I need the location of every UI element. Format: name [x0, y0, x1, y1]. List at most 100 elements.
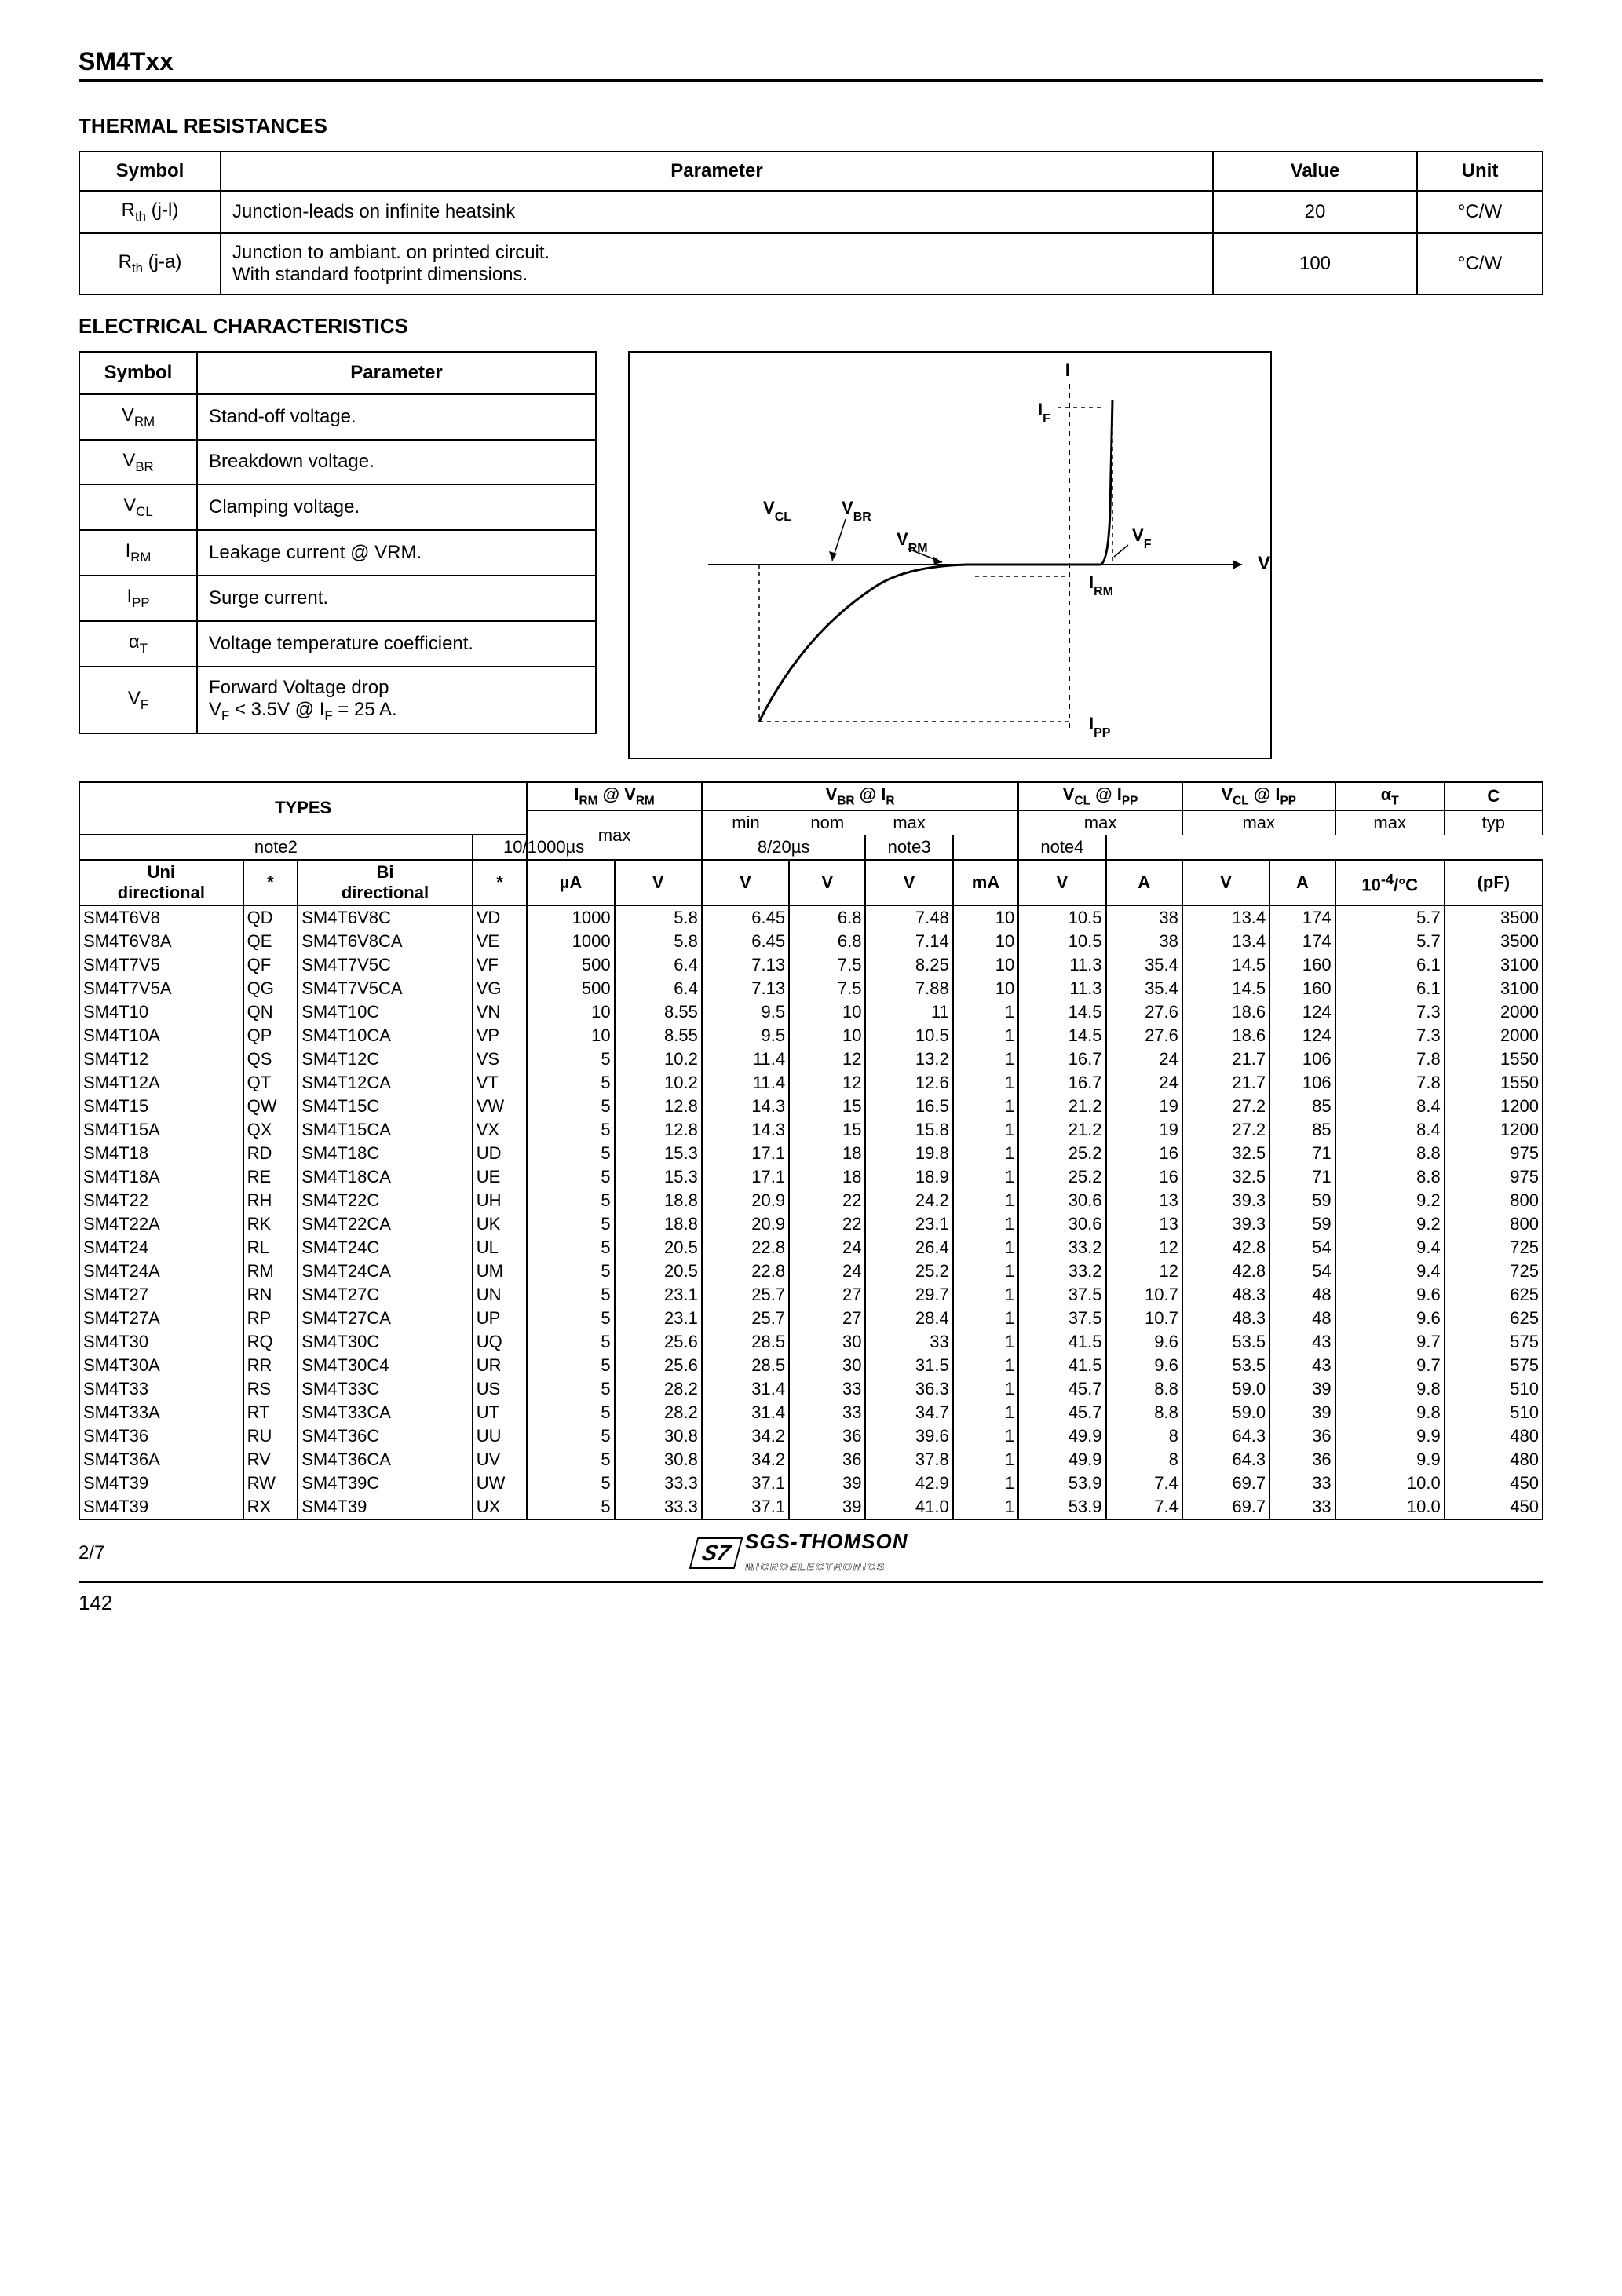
cell: 28.5: [702, 1354, 789, 1377]
cell: 1: [953, 1189, 1019, 1212]
cell: 480: [1445, 1424, 1543, 1448]
cell: 9.8: [1335, 1401, 1445, 1424]
cell: SM4T12: [79, 1047, 243, 1071]
cell: 16: [1106, 1165, 1182, 1189]
cell: SM4T24C: [298, 1236, 473, 1260]
cell: 45.7: [1018, 1377, 1105, 1401]
cell: 12: [1106, 1236, 1182, 1260]
cell: 48: [1269, 1307, 1335, 1330]
cell: SM4T12CA: [298, 1071, 473, 1095]
cell: 10.2: [615, 1047, 702, 1071]
cell: 5: [527, 1260, 614, 1283]
cell: 48.3: [1182, 1283, 1269, 1307]
cell: 18.6: [1182, 1024, 1269, 1047]
th-vcl-ipp-2: VCL @ IPP: [1182, 782, 1335, 810]
cell: QW: [243, 1095, 298, 1118]
cell: 510: [1445, 1377, 1543, 1401]
cell: 1: [953, 1448, 1019, 1472]
table-row: SM4T27RNSM4T27CUN523.125.72729.7137.510.…: [79, 1283, 1543, 1307]
cell: 5.7: [1335, 930, 1445, 953]
thermal-table: Symbol Parameter Value Unit Rth (j-l)Jun…: [79, 151, 1543, 295]
cell: 5: [527, 1047, 614, 1071]
cell: 1: [953, 1212, 1019, 1236]
table-row: SM4T33RSSM4T33CUS528.231.43336.3145.78.8…: [79, 1377, 1543, 1401]
cell: 1: [953, 1000, 1019, 1024]
cell: 24: [1106, 1047, 1182, 1071]
cell: 28.2: [615, 1377, 702, 1401]
cell: SM4T18: [79, 1142, 243, 1165]
cell: 8.4: [1335, 1095, 1445, 1118]
cell: 160: [1269, 977, 1335, 1000]
cell: UR: [473, 1354, 528, 1377]
cell: RL: [243, 1236, 298, 1260]
cell: 5: [527, 1330, 614, 1354]
cell: 37.8: [865, 1448, 952, 1472]
cell: 19.8: [865, 1142, 952, 1165]
cell: 71: [1269, 1142, 1335, 1165]
cell: 37.5: [1018, 1283, 1105, 1307]
cell: 10.5: [865, 1024, 952, 1047]
thermal-unit: °C/W: [1417, 191, 1543, 233]
cell: 7.8: [1335, 1071, 1445, 1095]
th-V4: V: [865, 860, 952, 905]
table-row: SM4T10AQPSM4T10CAVP108.559.51010.5114.52…: [79, 1024, 1543, 1047]
cell: 10: [953, 977, 1019, 1000]
table-row: SM4T15QWSM4T15CVW512.814.31516.5121.2192…: [79, 1095, 1543, 1118]
cell: 625: [1445, 1307, 1543, 1330]
cell: 33: [789, 1377, 865, 1401]
cell: 500: [527, 977, 614, 1000]
cell: 31.5: [865, 1354, 952, 1377]
cell: 34.2: [702, 1424, 789, 1448]
cell: 37.5: [1018, 1307, 1105, 1330]
cell: 24.2: [865, 1189, 952, 1212]
cell: QG: [243, 977, 298, 1000]
cell: 9.8: [1335, 1377, 1445, 1401]
cell: 174: [1269, 905, 1335, 930]
cell: SM4T33: [79, 1377, 243, 1401]
cell: 21.2: [1018, 1118, 1105, 1142]
cell: SM4T30C4: [298, 1354, 473, 1377]
cell: 7.88: [865, 977, 952, 1000]
cell: 6.1: [1335, 977, 1445, 1000]
cell: 33: [789, 1401, 865, 1424]
cell: SM4T39: [298, 1495, 473, 1519]
cell: RE: [243, 1165, 298, 1189]
cell: 53.5: [1182, 1354, 1269, 1377]
cell: 9.5: [702, 1024, 789, 1047]
thermal-symbol: Rth (j-l): [79, 191, 221, 233]
cell: SM4T39: [79, 1495, 243, 1519]
cell: 25.7: [702, 1307, 789, 1330]
cell: 11: [865, 1000, 952, 1024]
cell: SM4T36A: [79, 1448, 243, 1472]
table-row: SM4T33ARTSM4T33CAUT528.231.43334.7145.78…: [79, 1401, 1543, 1424]
cell: 33: [865, 1330, 952, 1354]
cell: 24: [789, 1236, 865, 1260]
cell: 450: [1445, 1472, 1543, 1495]
cell: 106: [1269, 1071, 1335, 1095]
cell: 35.4: [1106, 977, 1182, 1000]
cell: 1: [953, 1283, 1019, 1307]
cell: 10: [953, 953, 1019, 977]
svg-text:VBR: VBR: [842, 498, 871, 524]
cell: 10: [527, 1024, 614, 1047]
cell: 23.1: [615, 1283, 702, 1307]
cell: 48: [1269, 1283, 1335, 1307]
cell: 22: [789, 1189, 865, 1212]
cell: 725: [1445, 1236, 1543, 1260]
cell: UT: [473, 1401, 528, 1424]
cell: 22.8: [702, 1236, 789, 1260]
cell: 1: [953, 1142, 1019, 1165]
cell: 7.5: [789, 977, 865, 1000]
cell: 510: [1445, 1401, 1543, 1424]
cell: 15: [789, 1095, 865, 1118]
cell: SM4T30C: [298, 1330, 473, 1354]
cell: 30: [789, 1330, 865, 1354]
cell: 27: [789, 1307, 865, 1330]
cell: SM4T27CA: [298, 1307, 473, 1330]
cell: 41.5: [1018, 1330, 1105, 1354]
cell: 5: [527, 1377, 614, 1401]
cell: RP: [243, 1307, 298, 1330]
iv-curve-diagram: I V IF VF VCL VBR VRM IRM IPP: [628, 351, 1272, 759]
cell: 8.55: [615, 1024, 702, 1047]
cell: 30.8: [615, 1424, 702, 1448]
